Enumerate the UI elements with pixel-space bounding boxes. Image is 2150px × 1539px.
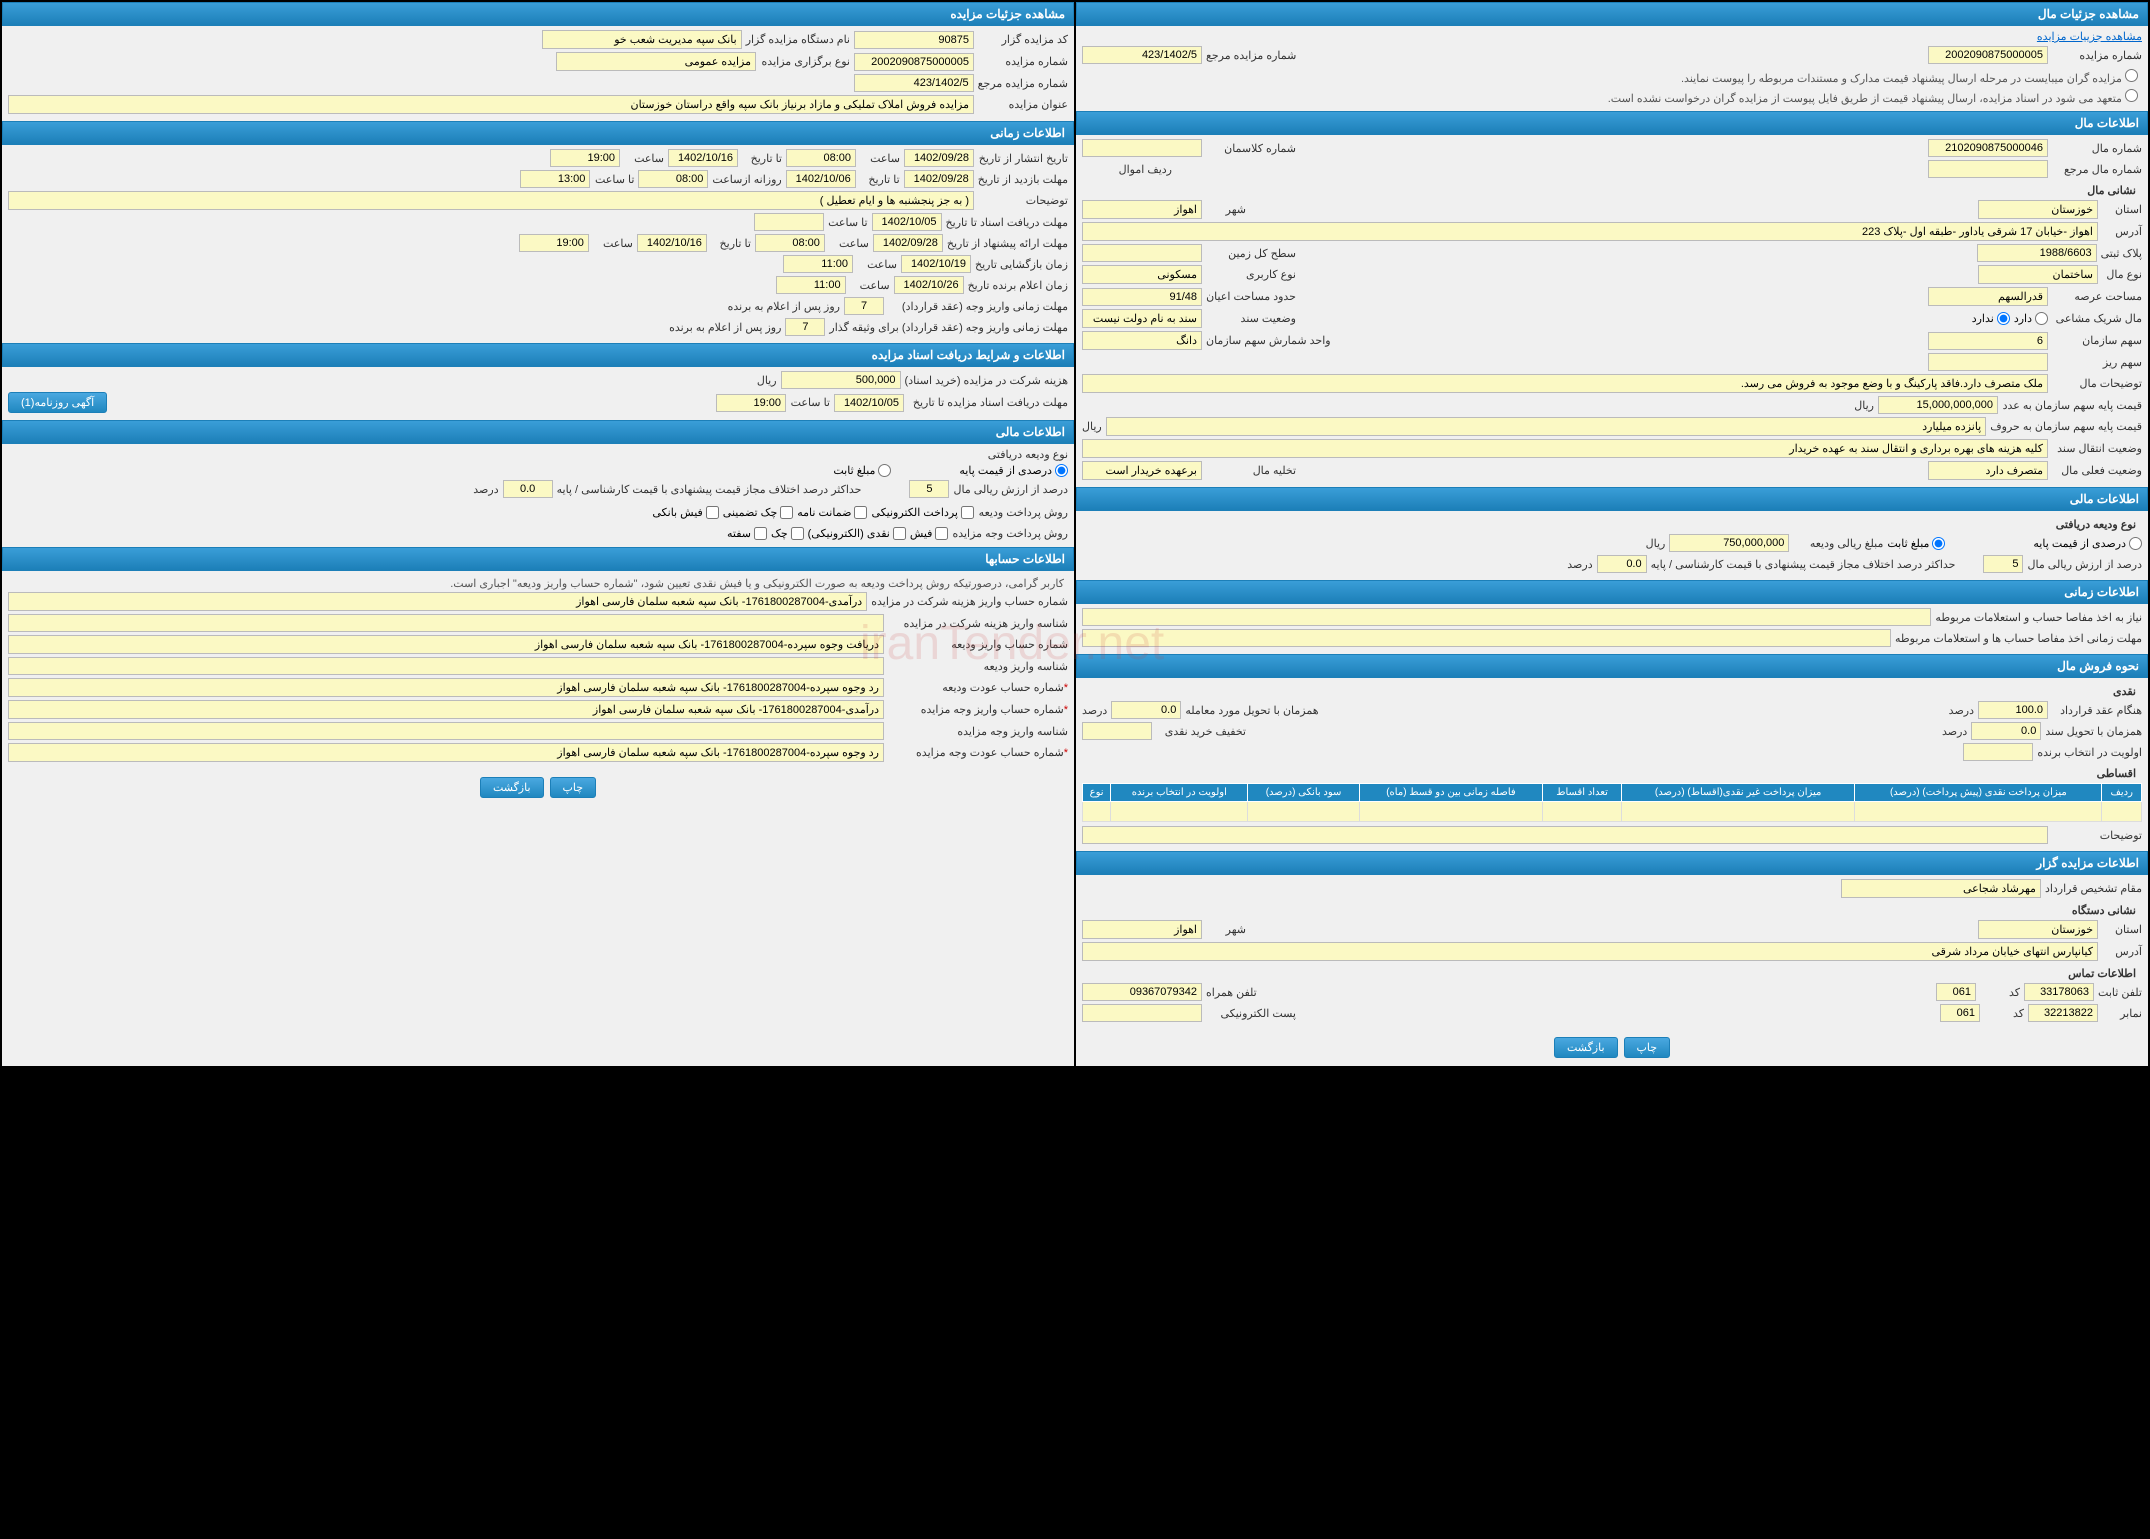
visit-label: مهلت بازدید از تاریخ bbox=[978, 173, 1068, 186]
sec-property-view: مشاهده جزئیات مال bbox=[1076, 2, 2148, 26]
ref-label: شماره مزایده مرجع bbox=[978, 77, 1068, 90]
sec-financial: اطلاعات مالی bbox=[2, 420, 1074, 444]
num-field: 2002090875000005 bbox=[854, 53, 974, 71]
pay-guarantee-check[interactable] bbox=[854, 506, 867, 519]
pay-check-check[interactable] bbox=[780, 506, 793, 519]
fixed-radio[interactable] bbox=[878, 464, 891, 477]
pay-check2-check[interactable] bbox=[791, 527, 804, 540]
code-field: 90875 bbox=[854, 31, 974, 49]
right-panel: مشاهده جزئیات مزایده کد مزایده گزار 9087… bbox=[2, 2, 1074, 1066]
installment-table: ردیف میزان پرداخت نقدی (پیش پرداخت) (درص… bbox=[1082, 783, 2142, 822]
title-label: عنوان مزایده bbox=[978, 98, 1068, 111]
sec-accounts: اطلاعات حسابها bbox=[2, 547, 1074, 571]
title-field: مزایده فروش املاک تملیکی و مازاد برنیاز … bbox=[8, 95, 974, 114]
account-note: کاربر گرامی، درصورتیکه روش پرداخت ودیعه … bbox=[8, 575, 1068, 592]
ref-field: 423/1402/5 bbox=[854, 74, 974, 92]
sec-property-info: اطلاعات مال bbox=[1076, 111, 2148, 135]
detail-link[interactable]: مشاهده جزییات مزایده bbox=[2037, 30, 2142, 43]
org-field: بانک سپه مدیریت شعب خو bbox=[542, 30, 742, 49]
sec-doc-conditions: اطلاعات و شرایط دریافت اسناد مزایده bbox=[2, 343, 1074, 367]
type-field: مزایده عمومی bbox=[556, 52, 756, 71]
back-button-r[interactable]: بازگشت bbox=[480, 777, 544, 798]
type-label: نوع برگزاری مزایده bbox=[760, 55, 850, 68]
newspaper-ad-button[interactable]: آگهی روزنامه(1) bbox=[8, 392, 107, 413]
sec-time-info: اطلاعات زمانی bbox=[2, 121, 1074, 145]
pub-from-field: 1402/09/28 bbox=[904, 149, 974, 167]
pay-safta-check[interactable] bbox=[754, 527, 767, 540]
code-label: کد مزایده گزار bbox=[978, 33, 1068, 46]
pay-fish-check[interactable] bbox=[935, 527, 948, 540]
left-panel: مشاهده جزئیات مال مشاهده جزییات مزایده ش… bbox=[1076, 2, 2148, 1066]
sec-auction-details: مشاهده جزئیات مزایده bbox=[2, 2, 1074, 26]
pay-elec-check[interactable] bbox=[961, 506, 974, 519]
pct-radio[interactable] bbox=[1055, 464, 1068, 477]
print-button-r[interactable]: چاپ bbox=[550, 777, 597, 798]
back-button-l[interactable]: بازگشت bbox=[1554, 1037, 1618, 1058]
org-label: نام دستگاه مزایده گزار bbox=[746, 33, 850, 46]
pay-elec2-check[interactable] bbox=[893, 527, 906, 540]
pay-bank-check[interactable] bbox=[706, 506, 719, 519]
pub-from-label: تاریخ انتشار از تاریخ bbox=[978, 152, 1068, 165]
print-button-l[interactable]: چاپ bbox=[1624, 1037, 1671, 1058]
num-label: شماره مزایده bbox=[978, 55, 1068, 68]
